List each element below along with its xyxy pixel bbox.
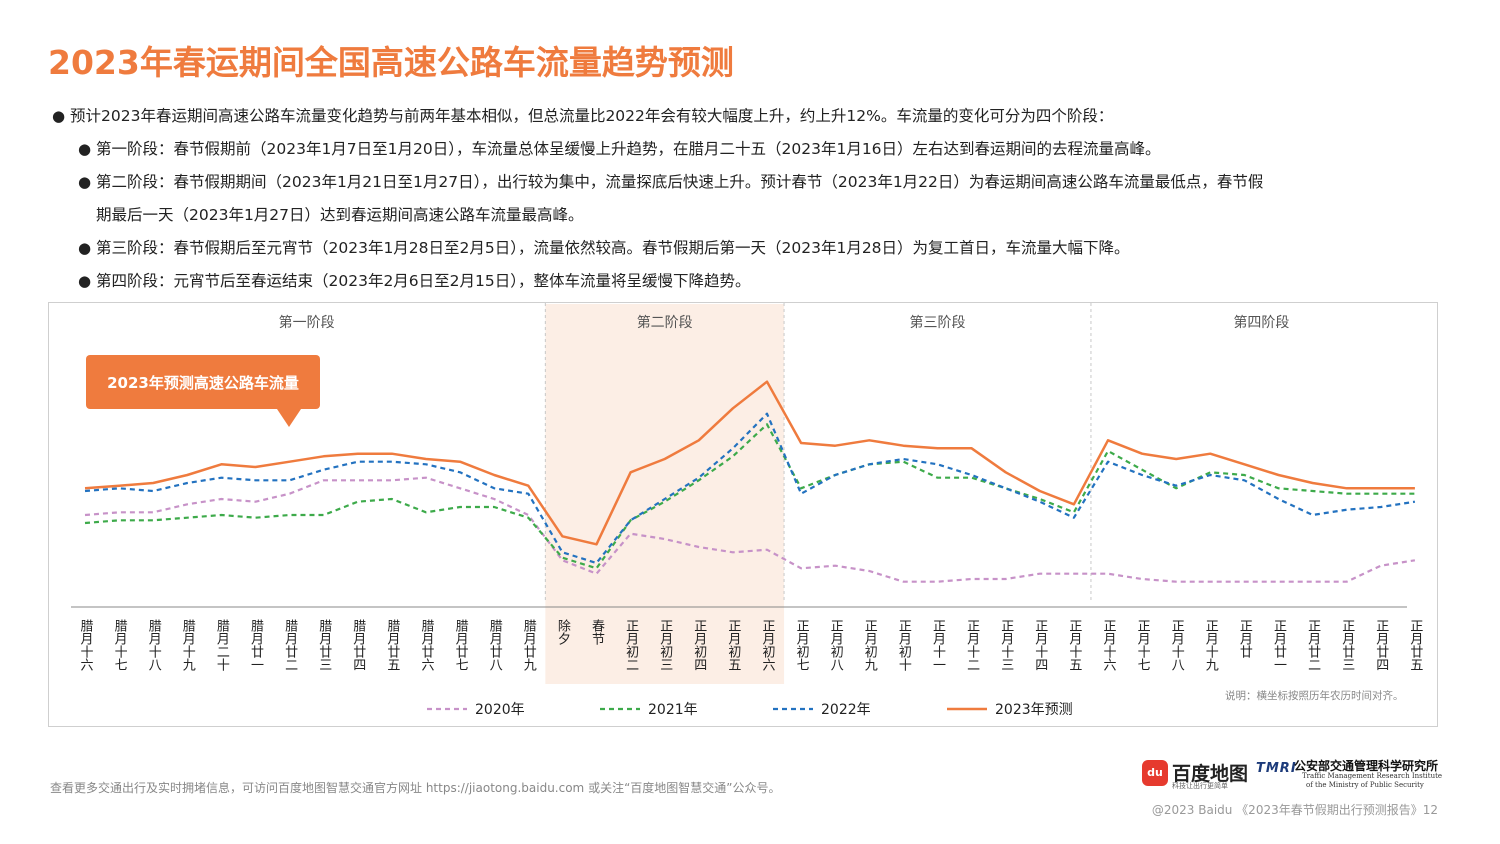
x-tick-label: 腊月十六 [78,619,94,671]
tmri-english-name-2: of the Ministry of Public Security [1306,781,1424,789]
bullet-item: ● 第一阶段：春节假期前（2023年1月7日至1月20日），车流量总体呈缓慢上升趋… [50,133,1450,166]
x-tick-label: 腊月廿六 [419,619,435,671]
phase-highlight-band [545,304,785,684]
baidu-map-logo: 百度地图 [1172,763,1249,785]
series-line-2 [84,412,1416,565]
x-tick-label: 春节 [589,619,605,645]
x-tick-label: 正月廿五 [1407,619,1423,671]
x-tick-label: 正月十一 [930,619,946,671]
bullet-text: 第四阶段：元宵节后至春运结束（2023年2月6日至2月15日），整体车流量将呈缓… [96,272,751,290]
x-tick-label: 正月十三 [998,619,1014,671]
x-tick-label: 正月初四 [691,619,707,671]
bullet-item: ● 第二阶段：春节假期期间（2023年1月21日至1月27日），出行较为集中，流量… [50,166,1450,199]
x-tick-label: 正月初八 [828,619,844,671]
phase-label: 第二阶段 [637,314,693,331]
x-tick-label: 腊月廿九 [521,619,537,672]
callout-label: 2023年预测高速公路车流量 [107,374,299,392]
legend-label: 2021年 [648,702,698,718]
x-tick-label: 正月廿一 [1271,619,1287,671]
x-tick-label: 腊月廿五 [384,619,400,671]
x-tick-label: 正月十九 [1203,619,1219,672]
phase-label: 第四阶段 [1233,314,1289,331]
bullet-dot-icon: ● [78,140,92,158]
x-tick-label: 正月廿二 [1305,619,1321,671]
x-tick-label: 正月初七 [794,619,810,671]
bullet-dot-icon: ● [78,239,92,257]
legend-label: 2022年 [821,702,871,718]
x-tick-label: 腊月廿二 [282,619,298,671]
x-tick-label: 腊月十九 [180,619,196,672]
x-tick-label: 腊月十八 [146,619,162,671]
x-tick-label: 除夕 [555,619,570,645]
x-tick-label: 正月初五 [725,619,741,671]
x-tick-label: 腊月廿七 [453,619,469,671]
bullet-text: 第一阶段：春节假期前（2023年1月7日至1月20日），车流量总体呈缓慢上升趋势… [96,140,1161,158]
x-tick-label: 正月初九 [862,619,878,672]
bullet-item: ● 第四阶段：元宵节后至春运结束（2023年2月6日至2月15日），整体车流量将呈… [50,265,1450,298]
x-tick-label: 正月初二 [623,619,639,671]
x-tick-label: 正月廿三 [1339,619,1355,671]
x-tick-label: 腊月二十 [214,619,230,671]
x-tick-label: 正月初六 [760,619,776,671]
traffic-chart: 第一阶段 第二阶段 第三阶段 第四阶段腊月十六 腊月十七 腊月十八 腊月十九 腊月二十 腊月廿一… [48,302,1438,727]
bullet-item: ● 第三阶段：春节假期后至元宵节（2023年1月28日至2月5日），流量依然较高。… [50,232,1450,265]
x-tick-label: 正月十二 [964,619,980,671]
bullet-text: 第二阶段：春节假期期间（2023年1月21日至1月27日），出行较为集中，流量探… [96,173,1264,191]
footer-copyright: @2023 Baidu 《2023年春节假期出行预测报告》12 [1151,803,1438,817]
legend-label: 2020年 [475,702,525,718]
x-tick-label: 腊月廿三 [316,619,332,671]
bullet-text: 预计2023年春运期间高速公路车流量变化趋势与前两年基本相似，但总流量比2022… [70,107,1114,125]
x-tick-label: 正月廿四 [1373,619,1389,671]
x-tick-label: 正月十八 [1169,619,1185,671]
x-tick-label: 正月初三 [657,619,673,671]
tmri-name: 公安部交通管理科学研究所 [1294,759,1439,773]
bullet-item-continued: 期最后一天（2023年1月27日）达到春运期间高速公路车流量最高峰。 [50,199,1450,232]
tmri-english-name: Traffic Management Research Institute [1302,772,1443,780]
footer-info: 查看更多交通出行及实时拥堵信息，可访问百度地图智慧交通官方网址 https://… [50,781,781,795]
series-line-0 [84,476,1416,583]
bullet-text: 期最后一天（2023年1月27日）达到春运期间高速公路车流量最高峰。 [96,206,584,224]
x-tick-label: 腊月廿四 [350,619,366,671]
tmri-logo-icon: TMRI [1256,761,1297,776]
x-tick-label: 正月十五 [1066,619,1082,671]
x-tick-label: 腊月十七 [112,619,128,671]
x-tick-label: 腊月廿八 [487,619,503,671]
phase-label: 第三阶段 [910,314,966,331]
bullet-text: 第三阶段：春节假期后至元宵节（2023年1月28日至2月5日），流量依然较高。春… [96,239,1130,257]
x-tick-label: 正月初十 [896,619,912,671]
baidu-map-pin-icon: du [1142,760,1168,786]
x-tick-label: 正月十六 [1101,619,1117,671]
bullet-dot-icon: ● [78,173,92,191]
bullet-list: ● 预计2023年春运期间高速公路车流量变化趋势与前两年基本相似，但总流量比202… [50,100,1450,298]
bullet-dot-icon: ● [52,107,66,125]
phase-label: 第一阶段 [279,314,335,331]
baidu-map-slogan: 科技让出行更简单 [1172,782,1228,790]
page-title: 2023年春运期间全国高速公路车流量趋势预测 [48,43,734,82]
callout-box [86,355,320,409]
legend-label: 2023年预测 [995,702,1073,718]
x-tick-label: 腊月廿一 [248,619,264,671]
bullet-dot-icon: ● [78,272,92,290]
x-tick-label: 正月十四 [1032,619,1048,671]
x-tick-label: 正月十七 [1135,619,1151,671]
callout-pointer [277,409,301,427]
series-line-3 [84,380,1415,546]
chart-note: 说明：横坐标按照历年农历时间对齐。 [1225,690,1404,702]
x-tick-label: 正月廿 [1237,619,1253,659]
bullet-item: ● 预计2023年春运期间高速公路车流量变化趋势与前两年基本相似，但总流量比202… [50,100,1450,133]
